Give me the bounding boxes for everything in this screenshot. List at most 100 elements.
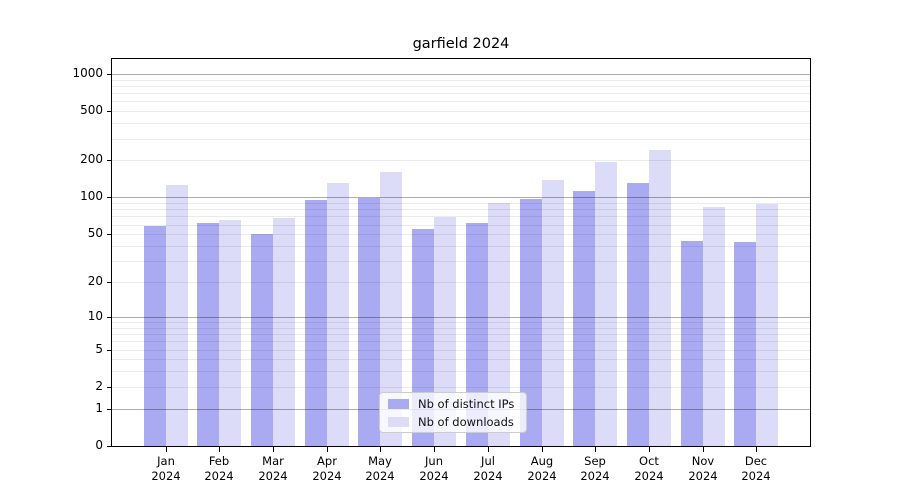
legend-label-distinct-ips: Nb of distinct IPs	[418, 396, 515, 411]
bar-downloads-may	[380, 171, 403, 446]
x-tick-month: Feb	[208, 454, 230, 468]
y-tick-label: 100	[80, 189, 103, 203]
y-tick-label: 50	[87, 226, 103, 240]
x-tick-mark	[327, 447, 328, 452]
bar-downloads-sep	[595, 162, 618, 446]
y-tick-label: 10	[87, 309, 103, 323]
y-tick-mark	[107, 387, 112, 388]
legend: Nb of distinct IPs Nb of downloads	[379, 392, 527, 433]
gridline-minor	[112, 225, 810, 226]
gridline-minor	[112, 350, 810, 351]
x-tick-mark	[434, 447, 435, 452]
x-tick-month: Aug	[530, 454, 554, 468]
x-tick-month: Nov	[691, 454, 715, 468]
y-tick-label: 500	[80, 103, 103, 117]
x-tick-month: Sep	[584, 454, 606, 468]
y-tick-label: 5	[95, 342, 103, 356]
legend-swatch-downloads-icon	[388, 416, 409, 427]
bar-distinct-ips-mar	[251, 234, 274, 446]
x-tick-label: Feb 2024	[189, 454, 249, 484]
gridline-minor	[112, 387, 810, 388]
bar-downloads-oct	[648, 149, 671, 446]
gridline-minor	[112, 246, 810, 247]
x-tick-label: Sep 2024	[565, 454, 625, 484]
y-tick-mark	[107, 282, 112, 283]
gridline-major	[112, 197, 810, 198]
x-tick-year: 2024	[473, 469, 503, 483]
y-tick-mark	[107, 446, 112, 447]
bar-distinct-ips-jun	[412, 229, 435, 446]
y-tick-mark	[107, 409, 112, 410]
x-tick-year: 2024	[258, 469, 288, 483]
x-tick-mark	[756, 447, 757, 452]
x-tick-year: 2024	[580, 469, 610, 483]
gridline-minor	[112, 123, 810, 124]
x-tick-year: 2024	[204, 469, 234, 483]
bar-downloads-jul	[487, 203, 510, 446]
bar-distinct-ips-sep	[573, 191, 596, 446]
x-tick-month: May	[368, 454, 392, 468]
x-tick-mark	[542, 447, 543, 452]
gridline-minor	[112, 101, 810, 102]
bar-distinct-ips-apr	[304, 199, 327, 446]
x-tick-mark	[380, 447, 381, 452]
y-tick-mark	[107, 160, 112, 161]
gridline-minor	[112, 203, 810, 204]
gridline-major	[112, 74, 810, 75]
x-tick-label: Dec 2024	[726, 454, 786, 484]
x-tick-year: 2024	[688, 469, 718, 483]
gridline-minor	[112, 322, 810, 323]
x-tick-month: Jan	[157, 454, 175, 468]
y-tick-mark	[107, 197, 112, 198]
y-tick-label: 200	[80, 152, 103, 166]
chart-title: garfield 2024	[412, 36, 510, 52]
x-tick-year: 2024	[365, 469, 395, 483]
gridline-minor	[112, 139, 810, 140]
gridline-major	[112, 317, 810, 318]
gridline-minor	[112, 80, 810, 81]
bar-downloads-apr	[326, 182, 349, 446]
x-tick-mark	[219, 447, 220, 452]
x-tick-mark	[166, 447, 167, 452]
x-tick-year: 2024	[312, 469, 342, 483]
gridline-minor	[112, 86, 810, 87]
x-tick-label: Jan 2024	[136, 454, 196, 484]
x-tick-mark	[703, 447, 704, 452]
x-tick-month: Jul	[481, 454, 495, 468]
gridline-minor	[112, 216, 810, 217]
y-tick-label: 20	[87, 274, 103, 288]
y-tick-mark	[107, 350, 112, 351]
x-tick-year: 2024	[419, 469, 449, 483]
y-tick-label: 1	[95, 401, 103, 415]
gridline-minor	[112, 234, 810, 235]
x-tick-label: Nov 2024	[673, 454, 733, 484]
bar-distinct-ips-jan	[143, 225, 166, 446]
y-tick-mark	[107, 234, 112, 235]
bar-distinct-ips-may	[358, 198, 381, 446]
gridline-minor	[112, 261, 810, 262]
x-tick-mark	[488, 447, 489, 452]
legend-label-downloads: Nb of downloads	[418, 414, 514, 429]
x-tick-month: Oct	[639, 454, 659, 468]
x-tick-label: Jun 2024	[404, 454, 464, 484]
legend-row-distinct-ips: Nb of distinct IPs	[380, 396, 526, 412]
bar-distinct-ips-nov	[680, 241, 703, 446]
gridline-minor	[112, 328, 810, 329]
y-tick-mark	[107, 74, 112, 75]
y-tick-label: 0	[95, 438, 103, 452]
y-tick-mark	[107, 111, 112, 112]
bar-downloads-feb	[219, 220, 242, 446]
x-tick-year: 2024	[527, 469, 557, 483]
x-tick-label: Oct 2024	[619, 454, 679, 484]
bar-downloads-dec	[756, 204, 779, 446]
x-tick-label: May 2024	[350, 454, 410, 484]
x-tick-label: Apr 2024	[297, 454, 357, 484]
y-tick-label: 2	[95, 379, 103, 393]
bar-distinct-ips-aug	[519, 198, 542, 446]
x-tick-year: 2024	[151, 469, 181, 483]
x-tick-mark	[595, 447, 596, 452]
bar-distinct-ips-feb	[197, 222, 220, 446]
bar-downloads-jun	[434, 217, 457, 446]
gridline-minor	[112, 282, 810, 283]
